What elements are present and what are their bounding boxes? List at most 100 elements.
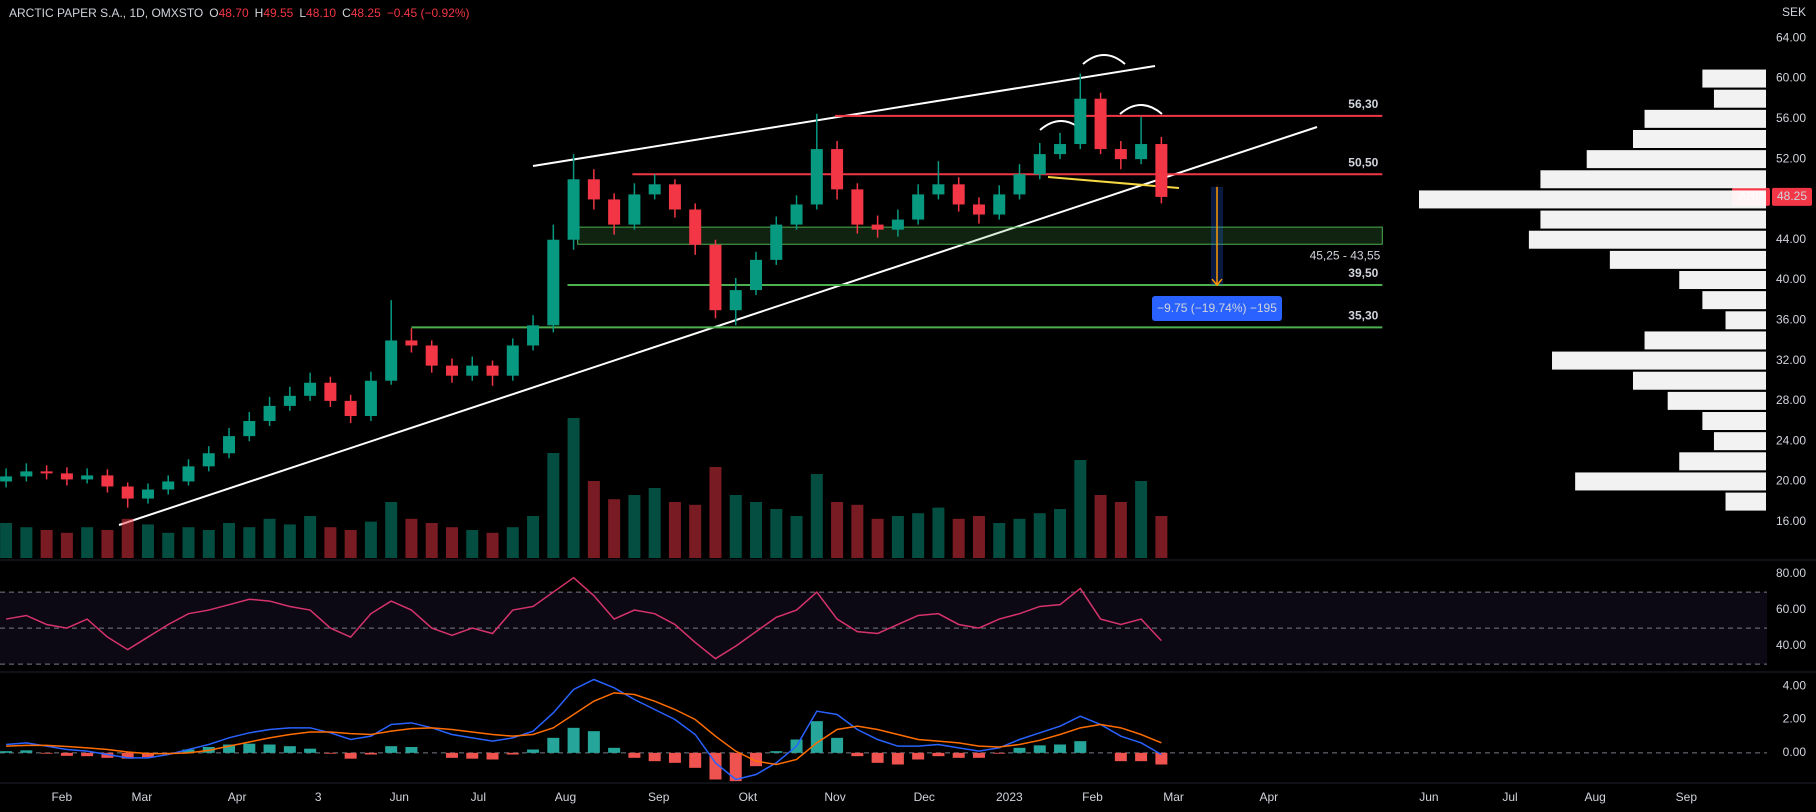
y-tick-label: 44.00: [1776, 232, 1806, 246]
y-tick-label: 20.00: [1776, 474, 1806, 488]
volume-bar: [263, 518, 276, 558]
volume-bar: [1033, 513, 1046, 558]
symbol-header: ARCTIC PAPER S.A., 1D, OMXSTO O 48.70 H 49.…: [9, 6, 470, 20]
candle-body: [324, 382, 337, 401]
macd-histogram-bar: [182, 749, 195, 753]
profile-bar: [1725, 311, 1766, 330]
profile-bar: [1725, 492, 1766, 511]
volume-bar: [81, 527, 94, 558]
macd-histogram-bar: [223, 744, 236, 753]
quote-value: 48.10: [306, 6, 337, 20]
candle-body: [20, 471, 33, 477]
volume-bar: [364, 521, 377, 558]
candle-body: [162, 481, 175, 490]
macd-histogram-bar: [243, 743, 256, 753]
quote: L 48.10: [299, 6, 336, 20]
volume-bar: [101, 530, 114, 558]
x-tick-label: Aug: [555, 790, 576, 804]
macd-histogram-bar: [831, 737, 844, 753]
profile-bar: [1713, 89, 1766, 108]
macd-histogram-bar: [972, 752, 985, 758]
macd-histogram-bar: [770, 751, 783, 753]
macd-histogram-bar: [486, 752, 499, 760]
profile-bar: [1552, 351, 1766, 370]
candle-body: [141, 489, 154, 499]
y-tick-label: 36.00: [1776, 312, 1806, 326]
macd-histogram-bar: [1054, 744, 1067, 753]
candle-body: [101, 475, 114, 487]
y-tick-label: 60.00: [1776, 71, 1806, 85]
x-tick-label: Feb: [51, 790, 72, 804]
macd-histogram-bar: [567, 727, 580, 753]
x-tick-label: Jul: [1502, 790, 1517, 804]
volume-bar: [141, 524, 154, 558]
volume-bar: [60, 532, 73, 558]
quote: C 48.25: [342, 6, 381, 20]
candle-body: [60, 473, 73, 480]
macd-histogram-bar: [101, 752, 114, 758]
volume-bar: [912, 513, 925, 558]
candle-body: [648, 184, 661, 195]
macd-line: [6, 692, 1162, 766]
volume-bar: [972, 516, 985, 558]
macd-histogram-bar: [445, 752, 458, 758]
macd-histogram-bar: [263, 744, 276, 753]
macd-histogram-bar: [608, 747, 621, 753]
profile-bar: [1609, 250, 1766, 269]
candle-body: [304, 382, 317, 396]
profile-bar: [1702, 69, 1766, 88]
volume-bar: [0, 523, 13, 558]
volume-bar: [202, 530, 215, 558]
quote: O 48.70: [209, 6, 248, 20]
price-tag-value: 48.25: [1777, 189, 1807, 203]
volume-bar: [20, 527, 33, 558]
candle-body: [486, 365, 499, 376]
level-label: 35,30: [1348, 309, 1378, 323]
volume-bar: [993, 523, 1006, 558]
candle-body: [405, 340, 418, 346]
volume-bar: [40, 530, 53, 558]
measure-label-box: [1152, 296, 1282, 322]
candle-body: [770, 224, 783, 260]
profile-bar: [1632, 129, 1766, 148]
x-tick-label: Sep: [1676, 790, 1698, 804]
macd-histogram-bar: [40, 752, 53, 754]
volume-bar: [567, 418, 580, 558]
volume-bar: [1094, 495, 1107, 558]
candle-body: [912, 194, 925, 220]
candle-body: [709, 244, 722, 311]
profile-bar: [1419, 190, 1766, 209]
volume-bar: [891, 516, 904, 558]
volume-bar: [405, 518, 418, 558]
macd-histogram-bar: [405, 747, 418, 753]
macd-histogram-bar: [81, 752, 94, 757]
candle-body: [567, 179, 580, 240]
volume-bar: [729, 495, 742, 558]
price-tag-bg: [1772, 187, 1812, 206]
macd-histogram-bar: [952, 752, 965, 758]
volume-bar: [689, 504, 702, 558]
volume-bar: [162, 532, 175, 558]
y-tick-label: 52.00: [1776, 151, 1806, 165]
volume-bar: [223, 523, 236, 558]
macd-histogram-bar: [628, 752, 641, 758]
y-tick-label: 16.00: [1776, 514, 1806, 528]
support-trendline: [118, 126, 1318, 526]
candle-body: [1074, 98, 1087, 145]
candle-body: [202, 453, 215, 467]
macd-histogram-bar: [1114, 752, 1127, 762]
macd-histogram-bar: [0, 751, 13, 753]
quote-label: L: [299, 6, 307, 20]
profile-bar: [1702, 412, 1766, 431]
candle-body: [1094, 98, 1107, 150]
profile-bar: [1586, 150, 1766, 169]
macd-histogram-bar: [851, 752, 864, 757]
candle-body: [344, 400, 357, 416]
macd-histogram-bar: [1135, 752, 1148, 762]
x-tick-label: Okt: [739, 790, 758, 804]
macd-histogram-bar: [466, 752, 479, 759]
volume-bar: [506, 527, 519, 558]
volume-bar: [668, 502, 681, 558]
macd-histogram-bar: [364, 752, 377, 755]
candle-body: [750, 259, 763, 291]
